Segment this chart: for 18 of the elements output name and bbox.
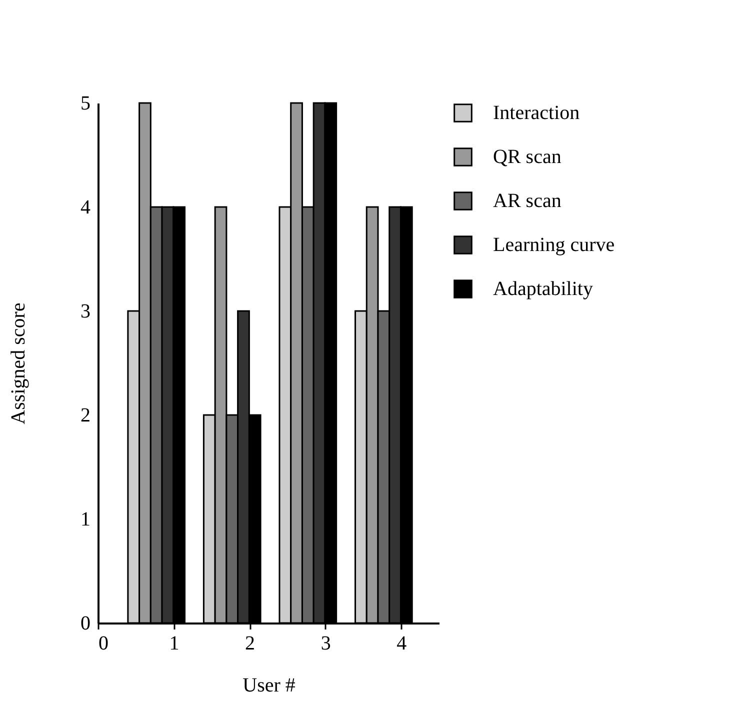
legend-label: Learning curve (493, 234, 615, 256)
x-tick-label: 2 (245, 632, 256, 654)
y-tick-label: 4 (80, 196, 90, 218)
x-axis-title: User # (242, 674, 296, 696)
y-tick-label: 1 (80, 508, 90, 530)
y-tick-label: 0 (80, 612, 90, 634)
y-tick-label: 3 (80, 300, 90, 322)
legend-label: Interaction (493, 102, 580, 124)
x-tick-label: 0 (98, 632, 108, 654)
y-tick-label: 5 (80, 92, 90, 114)
x-tick-label: 3 (320, 632, 331, 654)
x-tick-label: 4 (396, 632, 407, 654)
y-axis-title: Assigned score (8, 302, 30, 424)
legend-label: QR scan (493, 146, 562, 168)
legend-label: AR scan (493, 190, 562, 212)
legend-label: Adaptability (493, 278, 593, 300)
x-tick-label: 1 (169, 632, 180, 654)
y-tick-label: 2 (80, 404, 90, 426)
